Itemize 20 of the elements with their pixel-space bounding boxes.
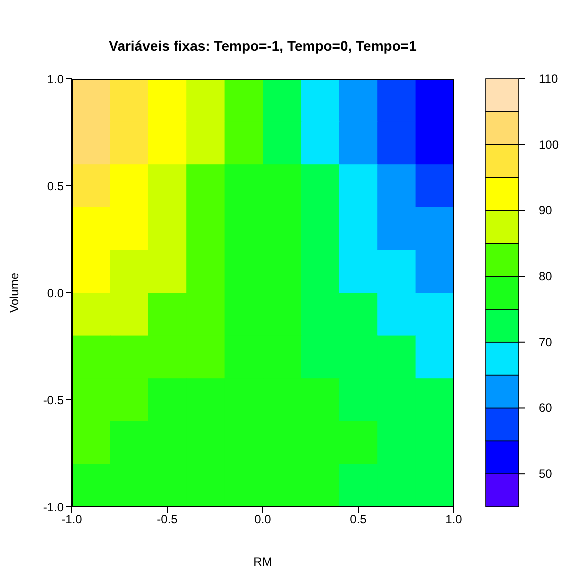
x-tick-label: 0.0 <box>254 512 272 527</box>
x-tick-label: -1.0 <box>62 512 83 527</box>
y-tick-label: -0.5 <box>43 393 64 408</box>
x-axis-title: RM <box>254 555 272 569</box>
x-tick-label: -0.5 <box>157 512 178 527</box>
y-tick-label: 1.0 <box>47 72 64 86</box>
color-bar-label: 110 <box>539 72 558 86</box>
y-tick-label: -1.0 <box>43 500 64 514</box>
color-bar-label: 100 <box>539 138 560 152</box>
color-bar-label: 60 <box>539 401 553 416</box>
y-tick-label: 0.5 <box>47 179 64 194</box>
y-tick-label: 0.0 <box>47 286 64 300</box>
y-axis-title: Volume <box>7 272 22 314</box>
color-bar-label: 90 <box>539 204 553 218</box>
color-bar-label: 50 <box>539 467 553 482</box>
x-tick-label: 1.0 <box>446 512 463 527</box>
color-bar-label: 70 <box>539 335 553 350</box>
color-bar-label: 80 <box>539 270 553 284</box>
x-tick-label: 0.5 <box>350 512 368 527</box>
chart-title: Variáveis fixas: Tempo=-1, Tempo=0, Tempo=1 <box>108 38 418 54</box>
